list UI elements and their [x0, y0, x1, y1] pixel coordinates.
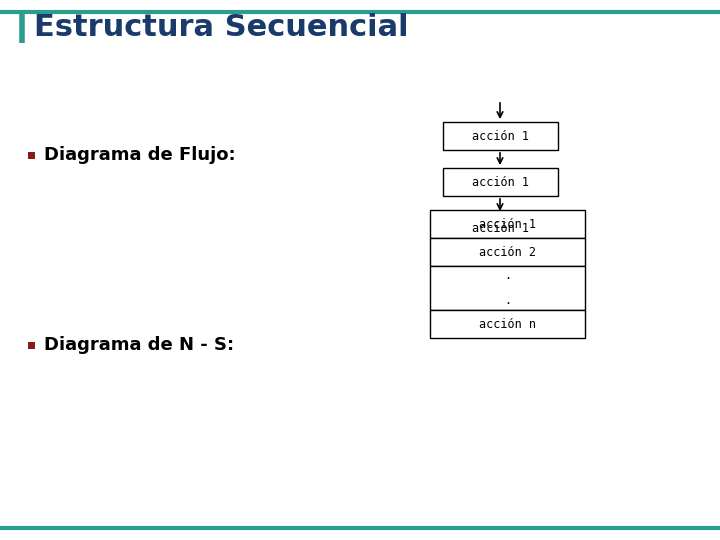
Text: acción n: acción n	[479, 318, 536, 330]
Text: acción 1: acción 1	[479, 218, 536, 231]
Text: acción 1: acción 1	[472, 221, 528, 234]
Text: acción 1: acción 1	[472, 130, 528, 143]
FancyBboxPatch shape	[443, 214, 557, 242]
FancyBboxPatch shape	[430, 310, 585, 338]
Text: acción 2: acción 2	[479, 246, 536, 259]
FancyBboxPatch shape	[430, 266, 585, 310]
FancyBboxPatch shape	[430, 238, 585, 266]
FancyBboxPatch shape	[443, 168, 557, 196]
FancyBboxPatch shape	[430, 210, 585, 238]
Bar	[28, 152, 35, 159]
Text: Diagrama de Flujo:: Diagrama de Flujo:	[44, 146, 235, 164]
Text: acción 1: acción 1	[472, 176, 528, 188]
Text: .
.: . .	[504, 269, 511, 307]
Text: Diagrama de N - S:: Diagrama de N - S:	[44, 336, 234, 354]
Text: Estructura Secuencial: Estructura Secuencial	[34, 14, 409, 43]
Bar	[28, 341, 35, 348]
FancyBboxPatch shape	[443, 122, 557, 150]
